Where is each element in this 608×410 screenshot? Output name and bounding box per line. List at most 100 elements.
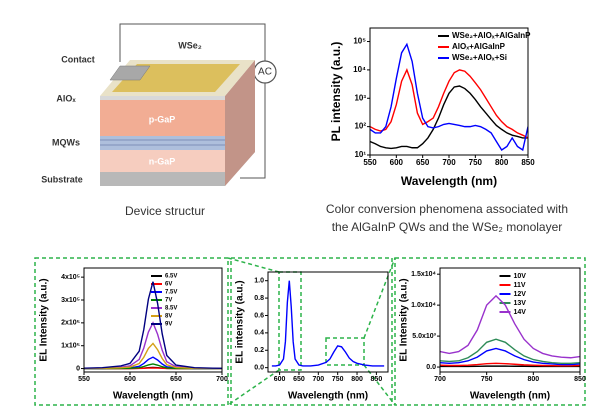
side-face <box>225 60 255 186</box>
x-tick-label: 550 <box>78 376 90 383</box>
p-gap-layer <box>100 100 225 136</box>
connector <box>363 364 396 406</box>
x-tick-label: 750 <box>469 158 483 167</box>
series-line <box>440 294 580 359</box>
y-tick-label: 0.0 <box>426 364 436 371</box>
legend-label: WSe₂+AlOₓ+Si <box>452 53 507 62</box>
highlight-box <box>325 337 365 366</box>
y-tick-label: 0.6 <box>254 312 264 319</box>
x-axis-label: Wavelength (nm) <box>401 174 497 188</box>
legend-label: 12V <box>514 291 527 298</box>
x-tick-label: 700 <box>312 376 324 383</box>
x-tick-label: 600 <box>274 376 286 383</box>
y-tick-label: 10¹ <box>354 150 366 159</box>
y-axis-label: EL Intensity (a.u.) <box>39 278 50 361</box>
x-tick-label: 650 <box>293 376 305 383</box>
legend-label: 8.5V <box>165 306 177 312</box>
y-tick-label: 0 <box>76 365 80 372</box>
series-line <box>370 42 528 152</box>
n-gap-layer <box>100 150 225 172</box>
x-tick-label: 650 <box>170 376 182 383</box>
x-tick-label: 850 <box>521 158 535 167</box>
label: AlOₓ <box>56 93 76 103</box>
substrate-layer <box>100 172 225 186</box>
y-tick-label: 3x10⁵ <box>61 297 80 304</box>
connector <box>363 257 396 339</box>
y-axis-label: EL intensity (a.u.) <box>235 280 246 363</box>
plot-frame <box>267 271 389 373</box>
legend-label: 6V <box>165 282 172 288</box>
y-tick-label: 0.2 <box>254 347 264 354</box>
y-tick-label: 1x10⁵ <box>61 343 80 350</box>
y-tick-label: 4x10⁵ <box>61 274 80 281</box>
y-tick-label: 5.0x10³ <box>412 333 436 340</box>
x-tick-label: 650 <box>416 158 430 167</box>
y-tick-label: 0.4 <box>254 330 264 337</box>
legend-label: 11V <box>514 282 526 289</box>
y-tick-label: 2x10⁵ <box>61 320 80 327</box>
zoom-frame <box>394 257 586 406</box>
legend-label: WSe₂+AlOₓ+AlGaInP <box>452 31 531 40</box>
y-tick-label: 10² <box>354 122 366 131</box>
legend-label: 13V <box>514 300 527 307</box>
x-tick-label: 850 <box>574 376 586 383</box>
x-tick-label: 550 <box>363 158 377 167</box>
connector <box>227 369 280 406</box>
legend-label: 9V <box>165 322 172 328</box>
alox-layer <box>100 96 225 100</box>
label: p-GaP <box>149 114 176 124</box>
x-tick-label: 800 <box>527 376 539 383</box>
series-line <box>84 321 222 370</box>
series-line <box>370 68 528 139</box>
wire <box>240 83 266 179</box>
y-tick-label: 10³ <box>354 93 366 102</box>
y-tick-label: 1.5x10⁴ <box>411 271 436 278</box>
connector <box>227 257 280 273</box>
x-tick-label: 700 <box>434 376 446 383</box>
contact-pad <box>109 65 151 81</box>
x-tick-label: 750 <box>481 376 493 383</box>
x-axis-label: Wavelength (nm) <box>113 391 193 402</box>
y-tick-label: 1.0 <box>254 278 264 285</box>
zoom-frame <box>230 257 393 406</box>
caption: Device structur <box>125 204 205 218</box>
x-axis-label: Wavelength (nm) <box>288 391 368 402</box>
wire <box>119 23 266 62</box>
label: n-GaP <box>149 156 176 166</box>
legend-label: 7V <box>165 298 172 304</box>
legend-label: 10V <box>514 273 527 280</box>
x-tick-label: 800 <box>495 158 509 167</box>
x-tick-label: 800 <box>351 376 363 383</box>
y-tick-label: 1.0x10⁴ <box>411 302 436 309</box>
y-axis-label: PL intensity (a.u.) <box>329 42 343 142</box>
series-line <box>370 85 528 150</box>
legend-label: 7.5V <box>165 290 177 296</box>
x-tick-label: 700 <box>442 158 456 167</box>
legend-label: 8V <box>165 314 172 320</box>
x-tick-label: 600 <box>390 158 404 167</box>
label: AC <box>258 67 272 78</box>
y-tick-label: 10⁵ <box>353 37 366 46</box>
y-axis-label: EL Intensity (a.u.) <box>399 278 410 361</box>
mqw-layer <box>100 136 225 150</box>
legend-label: AlOₓ+AlGaInP <box>452 42 506 51</box>
series-line <box>440 347 580 366</box>
y-tick-label: 0.8 <box>254 295 264 302</box>
label: Substrate <box>41 174 83 184</box>
plot-frame <box>369 27 529 156</box>
x-tick-label: 600 <box>124 376 136 383</box>
legend-label: 14V <box>514 309 527 316</box>
plot-frame <box>439 267 581 373</box>
x-tick-label: 850 <box>371 376 383 383</box>
label: WSe₂ <box>178 40 202 50</box>
caption: the AlGaInP QWs and the WSe₂ monolayer <box>332 220 563 234</box>
series-line <box>440 362 580 367</box>
label: MQWs <box>52 137 80 147</box>
x-tick-label: 750 <box>332 376 344 383</box>
x-tick-label: 700 <box>216 376 228 383</box>
series-line <box>84 281 222 370</box>
label: Contact <box>61 54 95 64</box>
legend-label: 6.5V <box>165 274 177 280</box>
caption: Color conversion phenomena associated wi… <box>326 202 568 216</box>
